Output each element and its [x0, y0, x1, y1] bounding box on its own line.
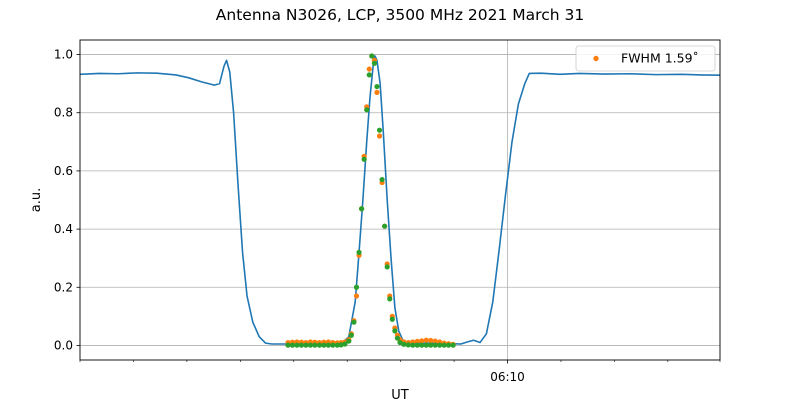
- legend-label-fwhm: FWHM 1.59˚: [621, 51, 699, 66]
- series-point: [346, 338, 352, 344]
- series-point: [307, 342, 313, 348]
- series-point: [414, 342, 420, 348]
- series-point: [376, 133, 383, 139]
- series-point: [361, 156, 367, 162]
- series-0: [80, 55, 720, 345]
- y-tick-label: 0.8: [54, 106, 73, 120]
- series-point: [353, 284, 360, 290]
- series-point: [432, 342, 438, 348]
- series-point: [401, 341, 407, 347]
- plot-frame: [79, 39, 721, 361]
- series-point: [374, 89, 380, 95]
- series-point: [428, 342, 434, 348]
- series-point: [289, 342, 296, 348]
- series-point: [392, 328, 398, 334]
- y-axis: 0.0 0.2 0.4 0.6 0.8 1.0: [54, 48, 80, 352]
- series-point: [419, 338, 425, 344]
- legend-marker-fwhm: [593, 55, 599, 62]
- y-tick-label: 0.6: [54, 164, 73, 178]
- series-point: [334, 342, 340, 348]
- series-point: [428, 337, 434, 344]
- series-point: [382, 223, 388, 229]
- series-point: [384, 264, 390, 270]
- series-point: [410, 342, 416, 348]
- series-point: [423, 337, 429, 343]
- series-point: [394, 335, 401, 341]
- series-point: [423, 342, 429, 348]
- series-point: [325, 342, 331, 348]
- series-point: [376, 127, 383, 133]
- series-point: [366, 72, 372, 78]
- series-point: [285, 342, 291, 348]
- series-point: [369, 53, 375, 59]
- series-point: [298, 342, 305, 348]
- series-line: [80, 55, 720, 345]
- legend-box: [575, 45, 716, 72]
- x-tick-label: 06:10: [490, 370, 525, 384]
- series-point: [303, 342, 309, 348]
- series-point: [348, 332, 354, 338]
- y-tick-label: 1.0: [54, 48, 73, 62]
- series-point: [371, 60, 377, 66]
- series-point: [437, 342, 443, 348]
- series-point: [387, 296, 393, 302]
- series-point: [405, 342, 411, 348]
- series-layer: [80, 53, 720, 348]
- series-2: [285, 53, 456, 348]
- x-axis: 06:10: [79, 360, 721, 384]
- series-point: [312, 342, 318, 348]
- y-tick-label: 0.2: [54, 280, 73, 294]
- series-point: [432, 338, 438, 344]
- series-point: [374, 83, 380, 90]
- series-point: [379, 177, 385, 183]
- series-point: [446, 342, 452, 348]
- series-point: [294, 342, 300, 348]
- series-point: [414, 338, 420, 344]
- series-point: [364, 107, 370, 113]
- series-point: [330, 342, 336, 348]
- series-point: [366, 66, 372, 72]
- x-axis-label: UT: [391, 388, 409, 400]
- legend: FWHM 1.59˚: [575, 45, 716, 72]
- y-tick-label: 0.0: [54, 338, 73, 352]
- y-axis-label: a.u.: [29, 188, 44, 212]
- series-point: [419, 342, 425, 348]
- series-point: [441, 342, 447, 348]
- series-point: [356, 249, 362, 255]
- series-point: [353, 293, 360, 299]
- series-point: [450, 342, 456, 348]
- chart-title: Antenna N3026, LCP, 3500 MHz 2021 March …: [216, 6, 584, 24]
- series-point: [342, 341, 348, 347]
- y-tick-label: 0.4: [54, 222, 73, 236]
- series-point: [359, 206, 365, 212]
- series-point: [316, 342, 322, 348]
- series-point: [351, 319, 357, 325]
- series-point: [389, 316, 395, 322]
- series-point: [321, 342, 327, 348]
